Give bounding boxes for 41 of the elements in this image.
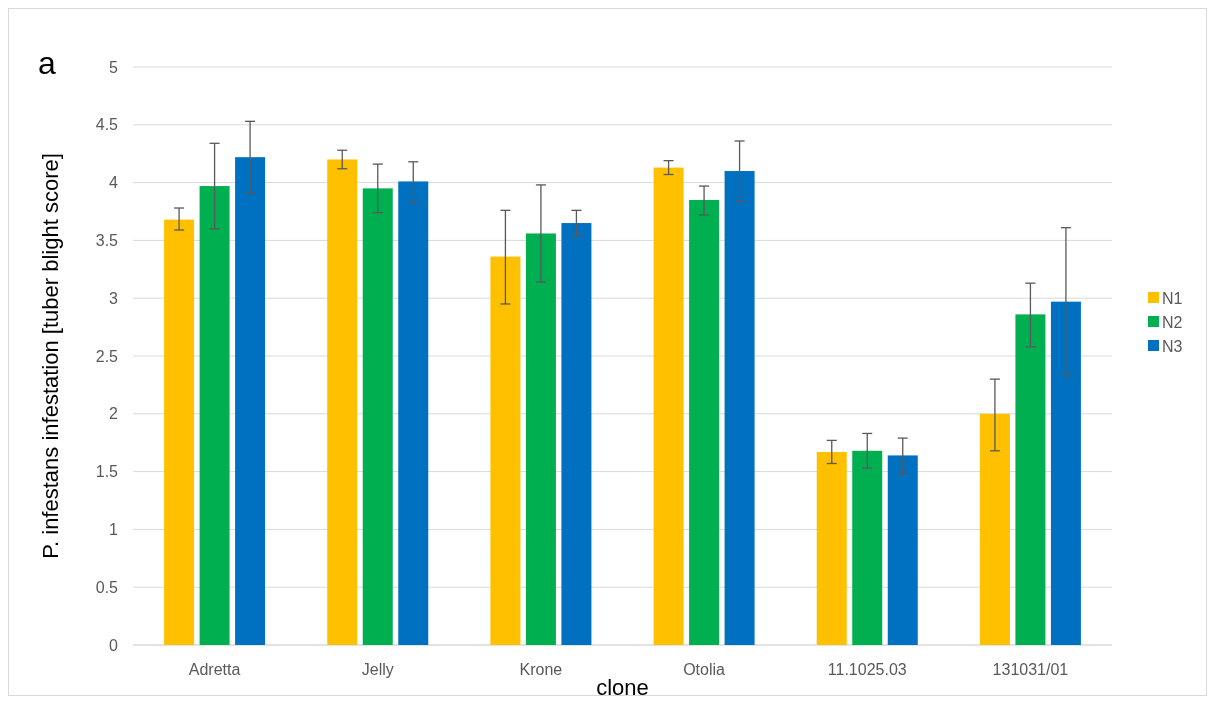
chart-title: a bbox=[38, 45, 56, 81]
legend-label: N2 bbox=[1162, 313, 1183, 331]
y-tick-label: 3 bbox=[109, 289, 119, 307]
x-axis-title: clone bbox=[596, 675, 649, 700]
bar bbox=[887, 455, 918, 645]
legend-label: N1 bbox=[1162, 289, 1183, 307]
bar bbox=[525, 233, 556, 645]
bar bbox=[398, 181, 429, 645]
x-tick-label: 11.1025.03 bbox=[827, 661, 907, 678]
bar bbox=[816, 451, 847, 645]
bar bbox=[724, 171, 755, 645]
x-tick-label: 131031/01 bbox=[992, 661, 1069, 678]
bar bbox=[689, 199, 720, 645]
bar bbox=[1050, 301, 1081, 645]
x-tick-label: Otolia bbox=[683, 661, 726, 678]
y-axis-title: P. infestans infestation [tuber blight score] bbox=[38, 153, 63, 559]
bar bbox=[561, 223, 592, 645]
bar bbox=[979, 413, 1010, 645]
x-tick-label: Krone bbox=[519, 661, 563, 678]
y-tick-label: 1.5 bbox=[95, 463, 119, 481]
bar bbox=[199, 186, 230, 645]
y-tick-label: 1 bbox=[109, 521, 119, 538]
legend-label: N3 bbox=[1162, 337, 1183, 355]
bar bbox=[235, 157, 266, 645]
y-tick-label: 2.5 bbox=[95, 347, 119, 365]
bar bbox=[362, 188, 393, 645]
bar bbox=[490, 256, 521, 645]
y-tick-label: 3.5 bbox=[95, 232, 119, 249]
y-tick-label: 0.5 bbox=[95, 578, 119, 596]
bar bbox=[653, 167, 684, 645]
bar bbox=[852, 450, 883, 645]
y-tick-label: 5 bbox=[109, 58, 119, 76]
y-tick-label: 4.5 bbox=[95, 116, 119, 134]
y-tick-label: 0 bbox=[109, 636, 119, 654]
x-tick-label: Adretta bbox=[188, 661, 241, 678]
bar bbox=[1015, 314, 1046, 645]
bar bbox=[327, 159, 358, 645]
y-tick-label: 4 bbox=[109, 174, 119, 192]
y-tick-label: 2 bbox=[109, 405, 119, 423]
bar bbox=[164, 219, 195, 645]
x-tick-label: Jelly bbox=[361, 661, 394, 678]
